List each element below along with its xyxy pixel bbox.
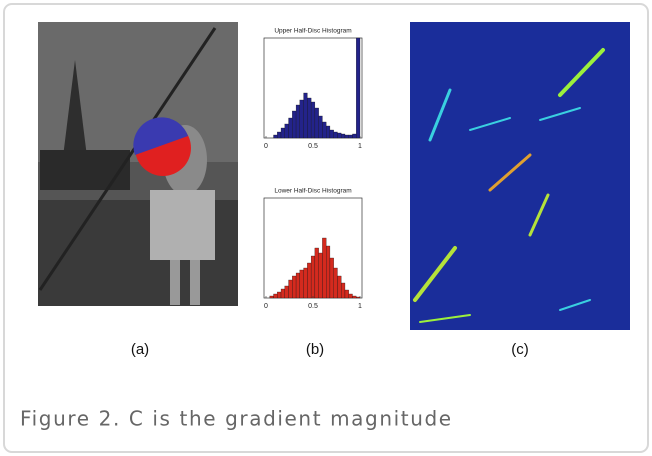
histogram-title: Upper Half-Disc Histogram [274,28,351,35]
histogram-bar [352,296,356,298]
histogram-bar [304,268,308,298]
x-tick-label: 1 [358,143,362,150]
histogram-bar [356,38,360,138]
histogram-bar [322,238,326,298]
histogram-bar [292,111,296,138]
histogram-bar [334,132,338,138]
histogram-bar [349,294,353,298]
histogram-bar [311,102,315,138]
histogram-bar [285,286,289,298]
histogram-bar [277,132,281,138]
histogram-bar [285,124,289,138]
histogram-bar [341,134,345,138]
page: (a) (b) (c) Figure 2. C is the gradient mag… [0,0,652,456]
histogram-bar [277,292,281,298]
panel-label: (a) [131,341,149,358]
caption: Figure 2. C is the gradient magnitude [20,407,453,431]
histogram-bar [307,98,311,138]
histogram-bar [292,276,296,298]
photo [38,22,238,306]
histogram-bar [356,297,360,298]
histogram-bar [270,296,274,298]
histogram-bar [345,290,349,298]
histogram-bar [330,258,334,298]
x-tick-label: 0.5 [308,303,318,310]
histogram-bar [341,283,345,298]
histogram-bar [334,268,338,298]
histogram-bar [296,105,300,138]
histogram-bar [352,134,356,138]
histogram-bar [300,100,304,138]
histogram-bar [330,130,334,138]
histogram-bar [274,294,278,298]
histogram-bar [311,256,315,298]
histogram-bar [337,276,341,298]
histogram-bar [274,135,278,138]
histogram-bar [322,122,326,138]
histogram-title: Lower Half-Disc Histogram [274,188,351,195]
panel-label: (b) [306,341,324,358]
panel-label: (c) [511,341,529,358]
gradient-image [410,22,630,330]
histogram-bar [315,108,319,138]
x-tick-label: 0 [264,303,268,310]
histogram-bar [296,273,300,298]
histogram-bar [304,93,308,138]
histogram-bar [337,133,341,138]
histogram-bar [326,126,330,138]
figure: (a) (b) (c) Figure 2. C is the gradient mag… [0,0,652,456]
histogram-bar [281,128,285,138]
x-tick-label: 0 [264,143,268,150]
histogram-bar [315,248,319,298]
histogram-bar [281,289,285,298]
histogram-bar [319,253,323,298]
histogram-bar [307,263,311,298]
histogram-bar [289,118,293,138]
x-tick-label: 0.5 [308,143,318,150]
histogram-bar [289,280,293,298]
histogram-bar [319,116,323,138]
histogram-bar [345,135,349,138]
histogram-bar [326,246,330,298]
histogram-bar [349,135,353,138]
histogram-bar [300,270,304,298]
x-tick-label: 1 [358,303,362,310]
